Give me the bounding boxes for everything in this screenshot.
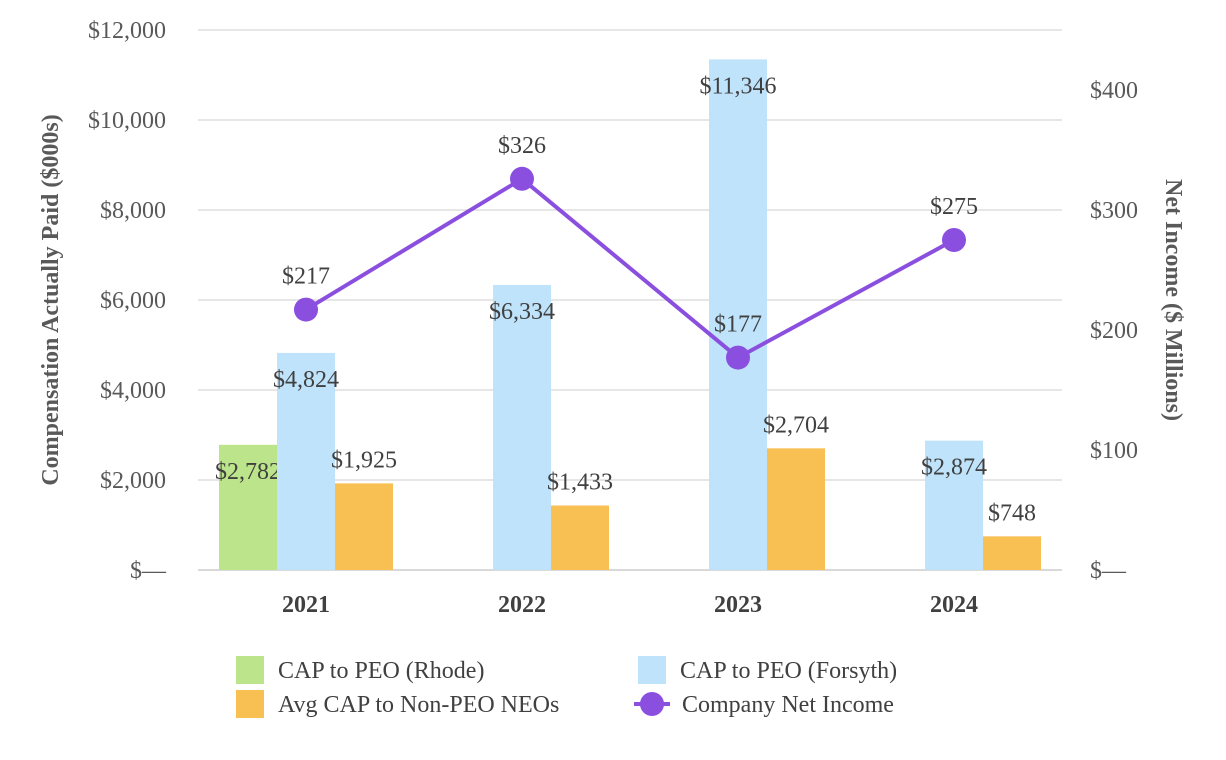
bar-avg-cap-to-non-peo-neos xyxy=(983,536,1041,570)
legend-label: Avg CAP to Non-PEO NEOs xyxy=(278,692,559,718)
left-axis-tick-label: $2,000 xyxy=(100,468,166,494)
bar-cap-to-peo-forsyth xyxy=(277,352,335,570)
bar-data-label: $6,334 xyxy=(489,299,555,325)
net-income-point xyxy=(726,345,750,370)
right-axis-tick-label: $400 xyxy=(1090,78,1138,104)
legend-label: Company Net Income xyxy=(682,692,894,718)
bar-data-label: $2,874 xyxy=(921,455,987,481)
bar-avg-cap-to-non-peo-neos xyxy=(335,483,393,570)
right-axis-tick-label: $300 xyxy=(1090,198,1138,224)
category-label: 2024 xyxy=(930,592,978,618)
bar-data-label: $4,824 xyxy=(273,367,339,393)
left-axis-tick-label: $— xyxy=(130,558,167,584)
bar-data-label: $1,925 xyxy=(331,447,397,473)
legend-swatch xyxy=(236,690,264,718)
bar-data-label: $1,433 xyxy=(547,470,613,496)
legend-marker xyxy=(640,692,664,716)
bar-cap-to-peo-forsyth xyxy=(925,440,983,570)
bar-avg-cap-to-non-peo-neos xyxy=(551,505,609,570)
legend-swatch xyxy=(638,656,666,684)
net-income-point xyxy=(942,228,966,252)
net-income-line xyxy=(304,176,955,360)
category-label: 2023 xyxy=(714,592,762,618)
net-income-point xyxy=(294,297,318,322)
left-axis-title: Compensation Actually Paid ($000s) xyxy=(38,114,64,485)
left-axis-tick-label: $12,000 xyxy=(88,18,166,44)
left-axis-tick-label: $6,000 xyxy=(100,288,166,314)
net-income-point xyxy=(510,166,534,191)
bar-data-label: $748 xyxy=(988,500,1036,526)
category-label: 2022 xyxy=(498,592,546,618)
legend-label: CAP to PEO (Forsyth) xyxy=(680,658,897,684)
right-axis-tick-label: $— xyxy=(1090,558,1127,584)
left-axis-tick-label: $8,000 xyxy=(100,198,166,224)
left-axis-tick-label: $10,000 xyxy=(88,108,166,134)
bar-data-label: $11,346 xyxy=(699,73,776,99)
right-axis-tick-label: $100 xyxy=(1090,438,1138,464)
net-income-data-label: $217 xyxy=(282,264,330,290)
bar-cap-to-peo-rhode xyxy=(219,444,277,570)
bar-data-label: $2,704 xyxy=(763,412,829,438)
net-income-data-label: $177 xyxy=(714,312,762,338)
left-axis-tick-label: $4,000 xyxy=(100,378,166,404)
bar-cap-to-peo-forsyth xyxy=(709,59,767,571)
net-income-data-label: $275 xyxy=(930,194,978,220)
right-axis-tick-label: $200 xyxy=(1090,318,1138,344)
legend-label: CAP to PEO (Rhode) xyxy=(278,658,484,684)
net-income-data-label: $326 xyxy=(498,133,546,159)
right-axis-title: Net Income ($ Millions) xyxy=(1160,179,1186,421)
category-label: 2021 xyxy=(282,592,330,618)
legend-swatch xyxy=(236,656,264,684)
bar-data-label: $2,782 xyxy=(215,459,281,485)
bar-cap-to-peo-forsyth xyxy=(493,284,551,570)
bar-avg-cap-to-non-peo-neos xyxy=(767,448,825,570)
